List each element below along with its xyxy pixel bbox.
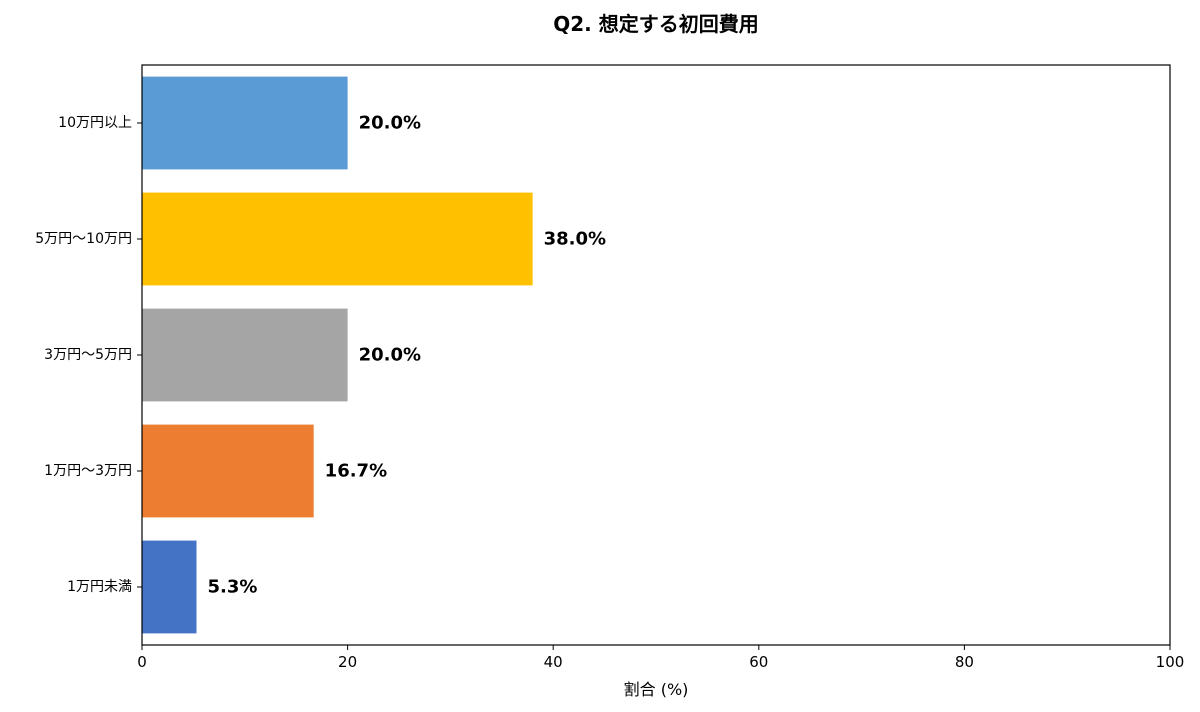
- bar-value-label: 20.0%: [359, 345, 421, 366]
- y-tick-label: 1万円未満: [67, 579, 132, 595]
- bar-5: [142, 540, 197, 634]
- bar-value-label: 5.3%: [207, 577, 257, 598]
- bars-layer: [142, 76, 533, 634]
- x-tick-label: 60: [749, 653, 768, 671]
- bar-value-label: 38.0%: [544, 229, 606, 250]
- y-tick-label: 5万円〜10万円: [35, 231, 132, 247]
- bar-4: [142, 424, 314, 518]
- y-tick-label: 3万円〜5万円: [44, 347, 132, 363]
- labels-layer: 20.0% 38.0% 20.0% 16.7% 5.3%: [207, 113, 606, 598]
- x-axis-ticks: 0 20 40 60 80 100: [137, 645, 1184, 671]
- x-axis-label: 割合 (%): [624, 680, 689, 699]
- x-tick-label: 40: [544, 653, 563, 671]
- bar-value-label: 16.7%: [325, 461, 387, 482]
- x-tick-label: 80: [955, 653, 974, 671]
- y-tick-label: 1万円〜3万円: [44, 463, 132, 479]
- x-tick-label: 0: [137, 653, 147, 671]
- chart-title: Q2. 想定する初回費用: [553, 12, 759, 36]
- bar-2: [142, 192, 533, 286]
- bar-1: [142, 76, 348, 170]
- y-tick-label: 10万円以上: [58, 115, 132, 131]
- y-axis-ticks: 10万円以上 5万円〜10万円 3万円〜5万円 1万円〜3万円 1万円未満: [35, 115, 142, 595]
- x-tick-label: 100: [1156, 653, 1185, 671]
- bar-3: [142, 308, 348, 402]
- bar-value-label: 20.0%: [359, 113, 421, 134]
- x-tick-label: 20: [338, 653, 357, 671]
